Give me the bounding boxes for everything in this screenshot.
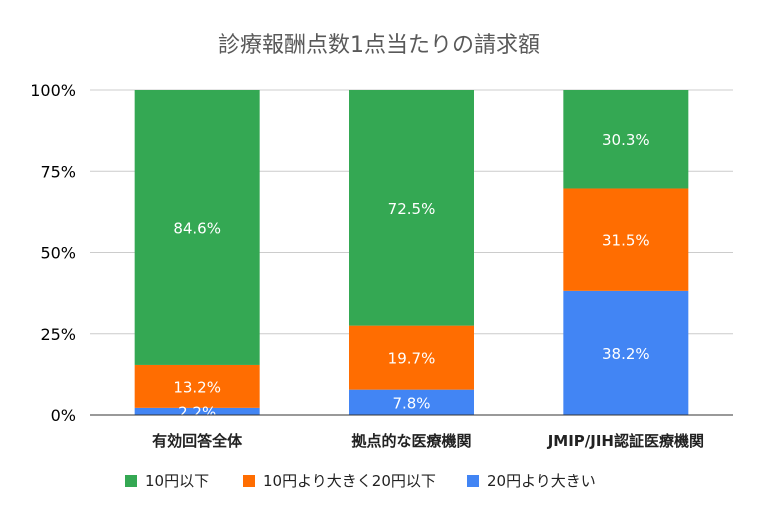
legend-label: 10円より大きく20円以下 [263,472,436,490]
legend-swatch [467,475,479,487]
legend: 10円以下 10円より大きく20円以下 20円より大きい [125,472,596,490]
y-tick-label: 25% [40,325,76,344]
bar-segment [134,407,260,415]
data-label: 84.6% [173,219,221,237]
data-label: 2.2% [178,403,216,421]
bar-segment [349,325,474,390]
bar-segment [134,364,260,408]
x-axis-categories: 有効回答全体 拠点的な医療機関 JMIP/JIH認証医療機関 [152,432,704,450]
y-tick-label: 0% [51,406,76,425]
data-label: 30.3% [602,131,650,149]
legend-label: 10円以下 [145,472,209,490]
y-tick-label: 100% [30,81,76,100]
bar-segment [563,290,689,415]
x-category-label: 拠点的な医療機関 [351,432,471,450]
bar-segment [563,90,689,189]
bars [134,90,689,415]
bar-segment [134,90,260,365]
data-labels: 2.2% 13.2% 84.6% 7.8% 19.7% 72.5% 38.2% 31.5% 30… [173,131,649,421]
data-label: 31.5% [602,232,650,250]
bar-segment [349,389,474,415]
data-label: 7.8% [392,394,430,412]
y-tick-label: 75% [40,162,76,181]
x-category-label: JMIP/JIH認証医療機関 [547,432,704,450]
data-label: 19.7% [388,350,436,368]
y-tick-label: 50% [40,244,76,263]
chart-title: 診療報酬点数1点当たりの請求額 [218,33,540,58]
bar-segment [349,90,474,326]
x-category-label: 有効回答全体 [152,432,243,450]
legend-swatch [125,475,137,487]
data-label: 13.2% [173,378,221,396]
y-axis-ticks: 0% 25% 50% 75% 100% [30,81,76,425]
bar-segment [563,188,689,291]
legend-label: 20円より大きい [487,472,596,490]
legend-swatch [243,475,255,487]
data-label: 38.2% [602,345,650,363]
data-label: 72.5% [388,200,436,218]
